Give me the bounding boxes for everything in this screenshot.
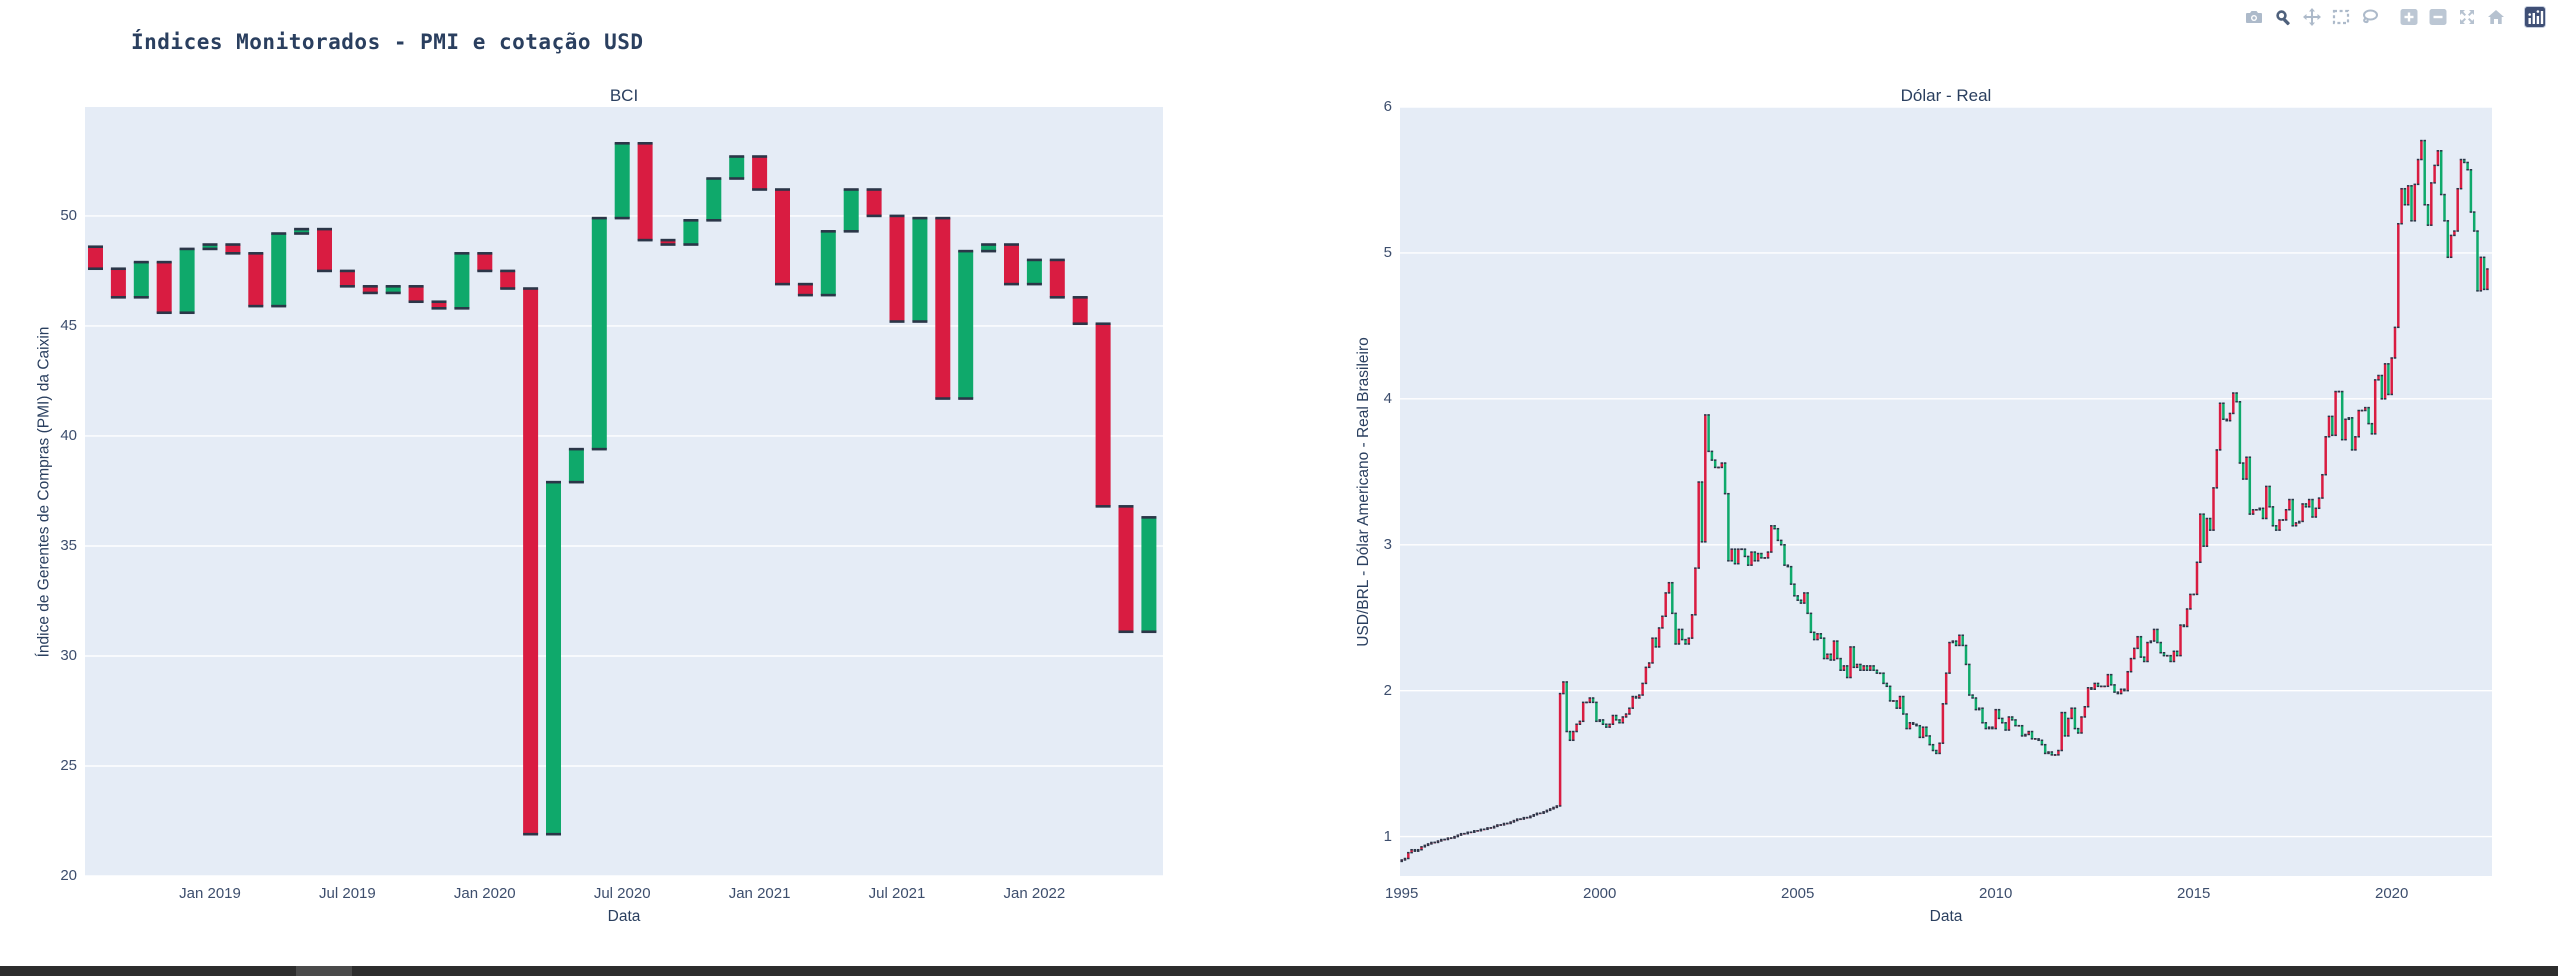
right-chart-title: Dólar - Real [1900, 86, 1992, 105]
y-tick-label: 5 [1383, 243, 1392, 261]
x-tick-label: Jan 2021 [728, 885, 791, 902]
x-tick-label: 2000 [1583, 885, 1617, 902]
y-tick-label: 2 [1383, 681, 1392, 699]
y-tick-label: 25 [60, 756, 77, 774]
x-tick-label: Jan 2022 [1003, 885, 1066, 902]
bottom-window-edge-segment [296, 966, 352, 976]
bottom-window-edge [0, 966, 2558, 976]
x-tick-label: Jan 2020 [453, 885, 516, 902]
lasso-select-icon[interactable] [2359, 6, 2381, 28]
zoom-icon[interactable] [2272, 6, 2294, 28]
y-tick-label: 1 [1383, 827, 1392, 845]
gridlines [1400, 107, 2492, 838]
x-tick-label: 2010 [1979, 885, 2013, 902]
autoscale-icon[interactable] [2456, 6, 2478, 28]
y-tick-label: 30 [60, 646, 77, 664]
camera-download-icon[interactable] [2243, 6, 2265, 28]
y-tick-label: 6 [1383, 98, 1392, 115]
right-plot-area-usdbrl[interactable] [1400, 107, 2492, 876]
y-tick-label: 50 [60, 206, 77, 224]
x-tick-label: Jul 2020 [593, 885, 651, 902]
x-tick-label: 1995 [1385, 885, 1419, 902]
candlestick-series [1400, 139, 2489, 863]
candlestick-series [88, 142, 1157, 836]
zoom-out-icon[interactable] [2427, 6, 2449, 28]
pan-icon[interactable] [2301, 6, 2323, 28]
y-tick-label: 35 [60, 536, 77, 554]
right-x-axis-title: Data [1929, 908, 1963, 925]
x-tick-label: Jul 2019 [319, 885, 376, 902]
x-tick-label: 2015 [2177, 885, 2211, 902]
y-tick-label: 45 [60, 316, 77, 334]
plotly-logo-icon[interactable] [2524, 6, 2546, 28]
left-chart-title: BCI [609, 86, 639, 105]
y-tick-label: 20 [60, 867, 77, 884]
left-plot-area-bci[interactable] [85, 107, 1163, 876]
box-select-icon[interactable] [2330, 6, 2352, 28]
x-tick-label: Jan 2019 [179, 885, 241, 902]
x-tick-label: Jul 2021 [868, 885, 926, 902]
gridlines [85, 215, 1163, 876]
plotly-modebar [2243, 6, 2546, 28]
y-tick-label: 3 [1383, 535, 1392, 553]
x-tick-label: 2020 [2375, 885, 2409, 902]
right-y-axis-title: USD/BRL - Dólar Americano - Real Brasile… [1355, 336, 1372, 647]
left-x-axis-title: Data [607, 908, 641, 925]
reset-home-icon[interactable] [2485, 6, 2507, 28]
zoom-in-icon[interactable] [2398, 6, 2420, 28]
y-tick-label: 4 [1383, 389, 1392, 407]
x-tick-label: 2005 [1781, 885, 1815, 902]
page-title: Índices Monitorados - PMI e cotação USD [131, 30, 644, 54]
y-tick-label: 40 [60, 426, 77, 444]
